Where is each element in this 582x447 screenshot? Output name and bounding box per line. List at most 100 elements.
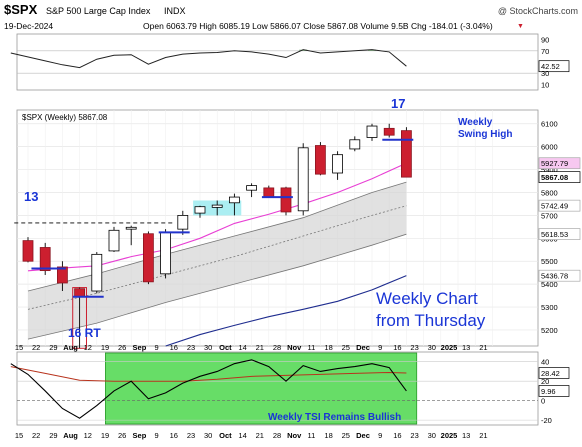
candle-body [314,145,326,175]
price-axis: 6100600059005800570056005500540053005200 [541,120,558,335]
count-17-label: 17 [391,96,405,111]
tsi-tick-label: 0 [541,397,545,406]
date-axis-bottom-tick-label: Aug [63,431,78,440]
price-badge [538,171,581,183]
date-axis-bottom-tick-label: 2025 [441,431,458,440]
candle-body [211,204,223,208]
price-badge-label: 5867.08 [541,173,568,182]
candle-body [194,206,206,214]
price-badge [538,157,581,170]
date-axis-middle-tick-label: 30 [204,343,212,352]
date-axis-bottom-tick-label: 21 [479,431,487,440]
candle-body [22,240,34,262]
candle-body [160,231,172,275]
annotations: 13 17 16 RT Weekly Swing High Weekly Cha… [24,96,512,340]
rsi-current-badge [538,60,570,73]
price-badge [538,199,581,212]
candle-body [366,125,378,138]
date-label: 19-Dec-2024 [4,21,53,31]
date-axis-bottom-tick-label: 26 [118,431,126,440]
rsi-tick-label: 10 [541,80,549,89]
rsi-panel-frame [16,33,539,91]
date-axis-bottom-tick-label: 19 [101,431,109,440]
date-axis-bottom: 15 22 29 Aug 12 19 26 Sep 9 16 23 30 Oct 14 21 28 Nov 11 1… [15,431,488,440]
tsi-badge-label: 9.96 [541,387,556,396]
date-axis-middle-tick-label: Nov [287,343,302,352]
candle-body [280,187,292,213]
date-axis-middle-tick-label: 28 [273,343,281,352]
candle-body [263,187,275,198]
tsi-value-badge [538,385,570,397]
date-axis-middle-tick-label: Oct [219,343,232,352]
candle-body [142,233,154,283]
date-axis-middle-tick-label: 26 [118,343,126,352]
candle-body [177,214,189,230]
tsi-panel: 40 20 0 -20 28.42 9.96 Weekly TSI Remains Bul… [10,351,570,426]
candle-body [246,185,258,191]
rsi-tick-label: 30 [541,69,549,78]
date-axis-middle-tick-label: 23 [410,343,418,352]
date-axis-bottom-tick-label: Nov [287,431,302,440]
rsi-gridlines [17,50,538,74]
date-axis-middle-tick-label: 9 [378,343,382,352]
date-axis-middle-tick-label: 19 [101,343,109,352]
date-axis-middle-tick-label: 29 [49,343,57,352]
price-tick-label: 5500 [541,257,558,266]
date-axis-bottom-tick-label: 14 [238,431,246,440]
swing-high-line2: Swing High [458,129,512,140]
rsi-overbought-area [299,49,308,51]
date-axis-middle-tick-label: 11 [308,343,316,352]
rsi-overbought-area [368,49,376,51]
price-tick-label: 5700 [541,211,558,220]
tsi-badge-label: 28.42 [541,369,560,378]
price-badge-label: 5618.53 [541,230,568,239]
date-axis-middle-tick-label: 16 [170,343,178,352]
candle-body [400,130,412,178]
date-axis-bottom-tick-label: 13 [462,431,470,440]
date-axis-bottom-tick-label: 9 [378,431,382,440]
date-axis-middle-tick-label: 21 [256,343,264,352]
date-axis-middle-tick-label: 25 [342,343,350,352]
date-axis-middle-tick-label: Sep [133,343,147,352]
candles [22,123,412,349]
band-lower-line [27,233,407,340]
price-badge [538,228,581,240]
candle-body [349,139,361,150]
level-lines [31,138,414,298]
index-name: S&P 500 Large Cap Index [46,6,151,16]
exchange-label: INDX [164,6,186,16]
candle-body [297,147,309,212]
price-panel: 6100600059005800570056005500540053005200… [14,96,581,349]
date-axis-bottom-tick-label: Oct [219,431,232,440]
symbol-title: $SPX [4,2,38,17]
rsi-overbought-fill [299,49,376,51]
rsi-line [10,49,407,69]
candle-body [91,253,103,292]
date-axis-middle-tick-label: 15 [15,343,23,352]
tsi-tick-label: 20 [541,377,549,386]
candle-body [332,154,344,174]
date-axis-middle-tick-label: 13 [462,343,470,352]
candle-body [383,127,395,136]
date-axis-middle-tick-label: 12 [84,343,92,352]
date-axis-middle-tick-label: Aug [63,343,78,352]
date-axis-middle-tick-label: 14 [238,343,246,352]
ohlc-label: Open 6063.79 High 6085.19 Low 5866.07 Cl… [143,21,493,31]
credit-label: @ StockCharts.com [498,6,578,16]
date-axis-bottom-tick-label: Dec [356,431,370,440]
date-axis-bottom-tick-label: 12 [84,431,92,440]
date-axis-bottom-tick-label: 16 [393,431,401,440]
rsi-line-group [10,49,407,69]
date-axis-middle-tick-label: 21 [479,343,487,352]
date-axis-middle-tick-label: 18 [324,343,332,352]
date-axis-middle-tick-label: 23 [187,343,195,352]
date-axis-bottom-tick-label: 30 [204,431,212,440]
date-axis-bottom-tick-label: 21 [256,431,264,440]
candle-body [74,288,85,298]
date-axis-bottom-tick-label: 9 [155,431,159,440]
date-axis-middle-tick-label: 22 [32,343,40,352]
date-axis-bottom-tick-label: 22 [32,431,40,440]
